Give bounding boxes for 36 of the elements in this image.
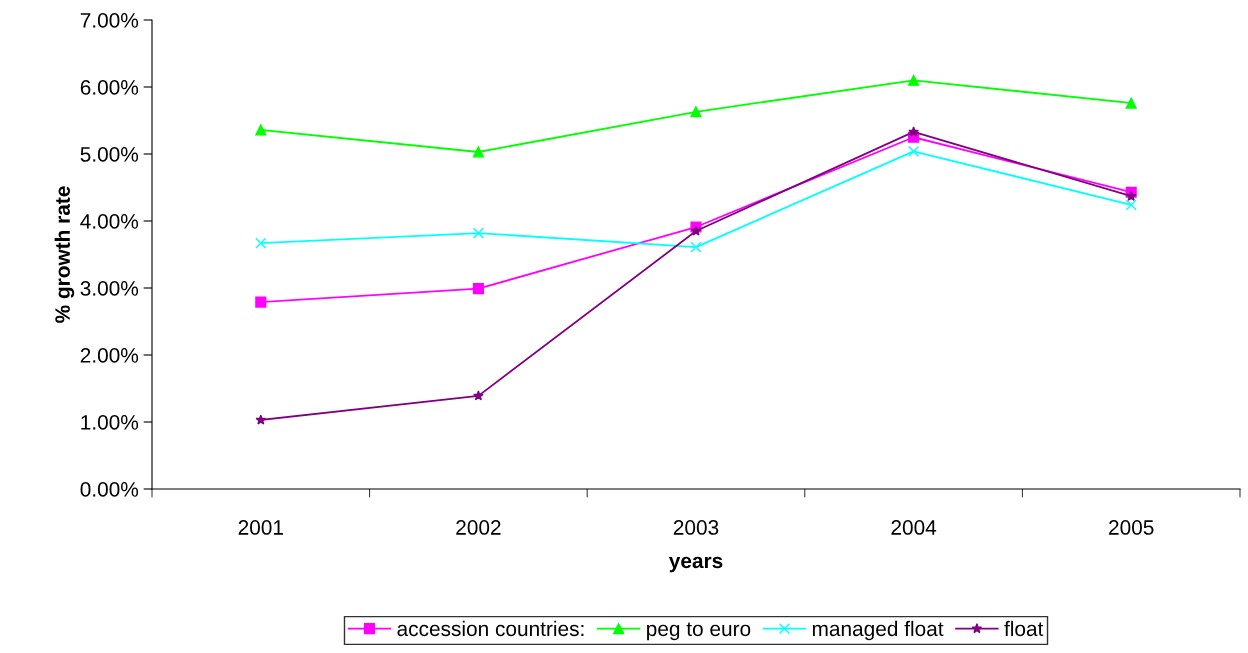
x-axis-title: years [668,556,723,573]
point [908,126,919,137]
legend-label: managed float [812,620,944,641]
legend-label: accession countries: [397,620,584,637]
point [690,225,702,236]
point [473,390,484,401]
x-tick-label: 2001 [238,520,283,535]
y-tick-label: 7.00% [80,13,139,28]
point [255,124,267,136]
y-tick-label: 2.00% [80,348,139,363]
point [1125,97,1137,109]
point [1125,190,1137,201]
point [1125,199,1137,211]
y-tick-label: 4.00% [80,214,139,229]
point [255,237,267,249]
y-tick-label: 5.00% [80,147,139,162]
x-tick-label: 2002 [456,520,501,535]
point [908,145,920,157]
x-tick-label: 2003 [673,520,719,535]
point [690,241,702,253]
point [908,74,920,86]
y-tick-label: 1.00% [81,415,139,430]
y-tick-label: 6.00% [80,80,139,95]
point [472,146,484,158]
point [472,227,484,239]
y-tick-label: 3.00% [80,281,139,296]
point [690,106,702,118]
y-tick-label: 0.00% [80,482,139,497]
point [255,296,267,308]
x-tick-label: 2004 [891,520,937,535]
x-tick-label: 2005 [1109,520,1154,535]
y-axis-title: % growth rate [54,186,75,323]
legend-label: float [1004,620,1044,637]
legend-label: peg to euro [647,622,751,641]
point [472,283,484,295]
point [255,414,267,425]
